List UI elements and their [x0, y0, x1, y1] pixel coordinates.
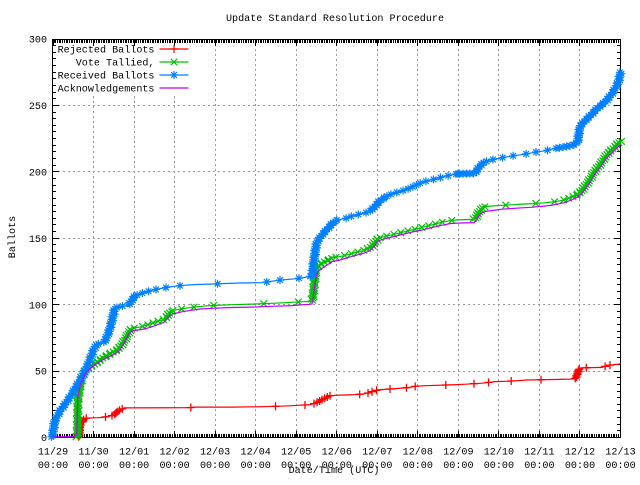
- svg-text:Update Standard Resolution Pro: Update Standard Resolution Procedure: [226, 13, 444, 25]
- svg-text:12/04: 12/04: [241, 447, 271, 459]
- svg-text:00:00: 00:00: [38, 461, 68, 472]
- svg-text:00:00: 00:00: [524, 461, 554, 472]
- svg-text:00:00: 00:00: [362, 461, 392, 472]
- svg-text:12/08: 12/08: [403, 447, 433, 459]
- svg-text:12/09: 12/09: [443, 447, 473, 459]
- svg-text:50: 50: [35, 368, 47, 379]
- svg-text:00:00: 00:00: [322, 461, 352, 472]
- svg-text:00:00: 00:00: [443, 461, 473, 472]
- svg-text:12/10: 12/10: [484, 447, 514, 459]
- svg-text:12/02: 12/02: [159, 447, 189, 459]
- svg-text:150: 150: [29, 235, 47, 246]
- svg-text:00:00: 00:00: [403, 461, 433, 472]
- svg-text:0: 0: [41, 434, 47, 445]
- svg-text:12/07: 12/07: [362, 447, 392, 459]
- svg-text:Vote Tallied,: Vote Tallied,: [76, 58, 155, 70]
- svg-text:Received Ballots: Received Ballots: [58, 71, 155, 83]
- svg-text:300: 300: [29, 36, 47, 47]
- svg-text:00:00: 00:00: [200, 461, 230, 472]
- svg-text:11/29: 11/29: [38, 447, 68, 459]
- svg-text:00:00: 00:00: [159, 461, 189, 472]
- svg-text:200: 200: [29, 168, 47, 179]
- svg-text:00:00: 00:00: [241, 461, 271, 472]
- svg-text:12/11: 12/11: [524, 447, 554, 459]
- svg-text:12/05: 12/05: [281, 447, 311, 459]
- svg-text:00:00: 00:00: [484, 461, 514, 472]
- svg-text:12/01: 12/01: [119, 447, 149, 459]
- svg-text:Date/Time (UTC): Date/Time (UTC): [289, 465, 380, 477]
- svg-text:Ballots: Ballots: [7, 216, 19, 258]
- svg-text:Rejected Ballots: Rejected Ballots: [58, 45, 155, 57]
- svg-text:00:00: 00:00: [605, 461, 635, 472]
- svg-text:100: 100: [29, 301, 47, 312]
- svg-text:12/12: 12/12: [565, 447, 595, 459]
- svg-text:Acknowledgements: Acknowledgements: [58, 84, 155, 96]
- svg-text:12/03: 12/03: [200, 447, 230, 459]
- svg-text:12/13: 12/13: [605, 447, 635, 459]
- svg-text:00:00: 00:00: [78, 461, 108, 472]
- svg-text:11/30: 11/30: [78, 447, 108, 459]
- svg-text:250: 250: [29, 102, 47, 113]
- svg-text:00:00: 00:00: [281, 461, 311, 472]
- svg-text:00:00: 00:00: [119, 461, 149, 472]
- svg-text:12/06: 12/06: [322, 447, 352, 459]
- svg-text:00:00: 00:00: [565, 461, 595, 472]
